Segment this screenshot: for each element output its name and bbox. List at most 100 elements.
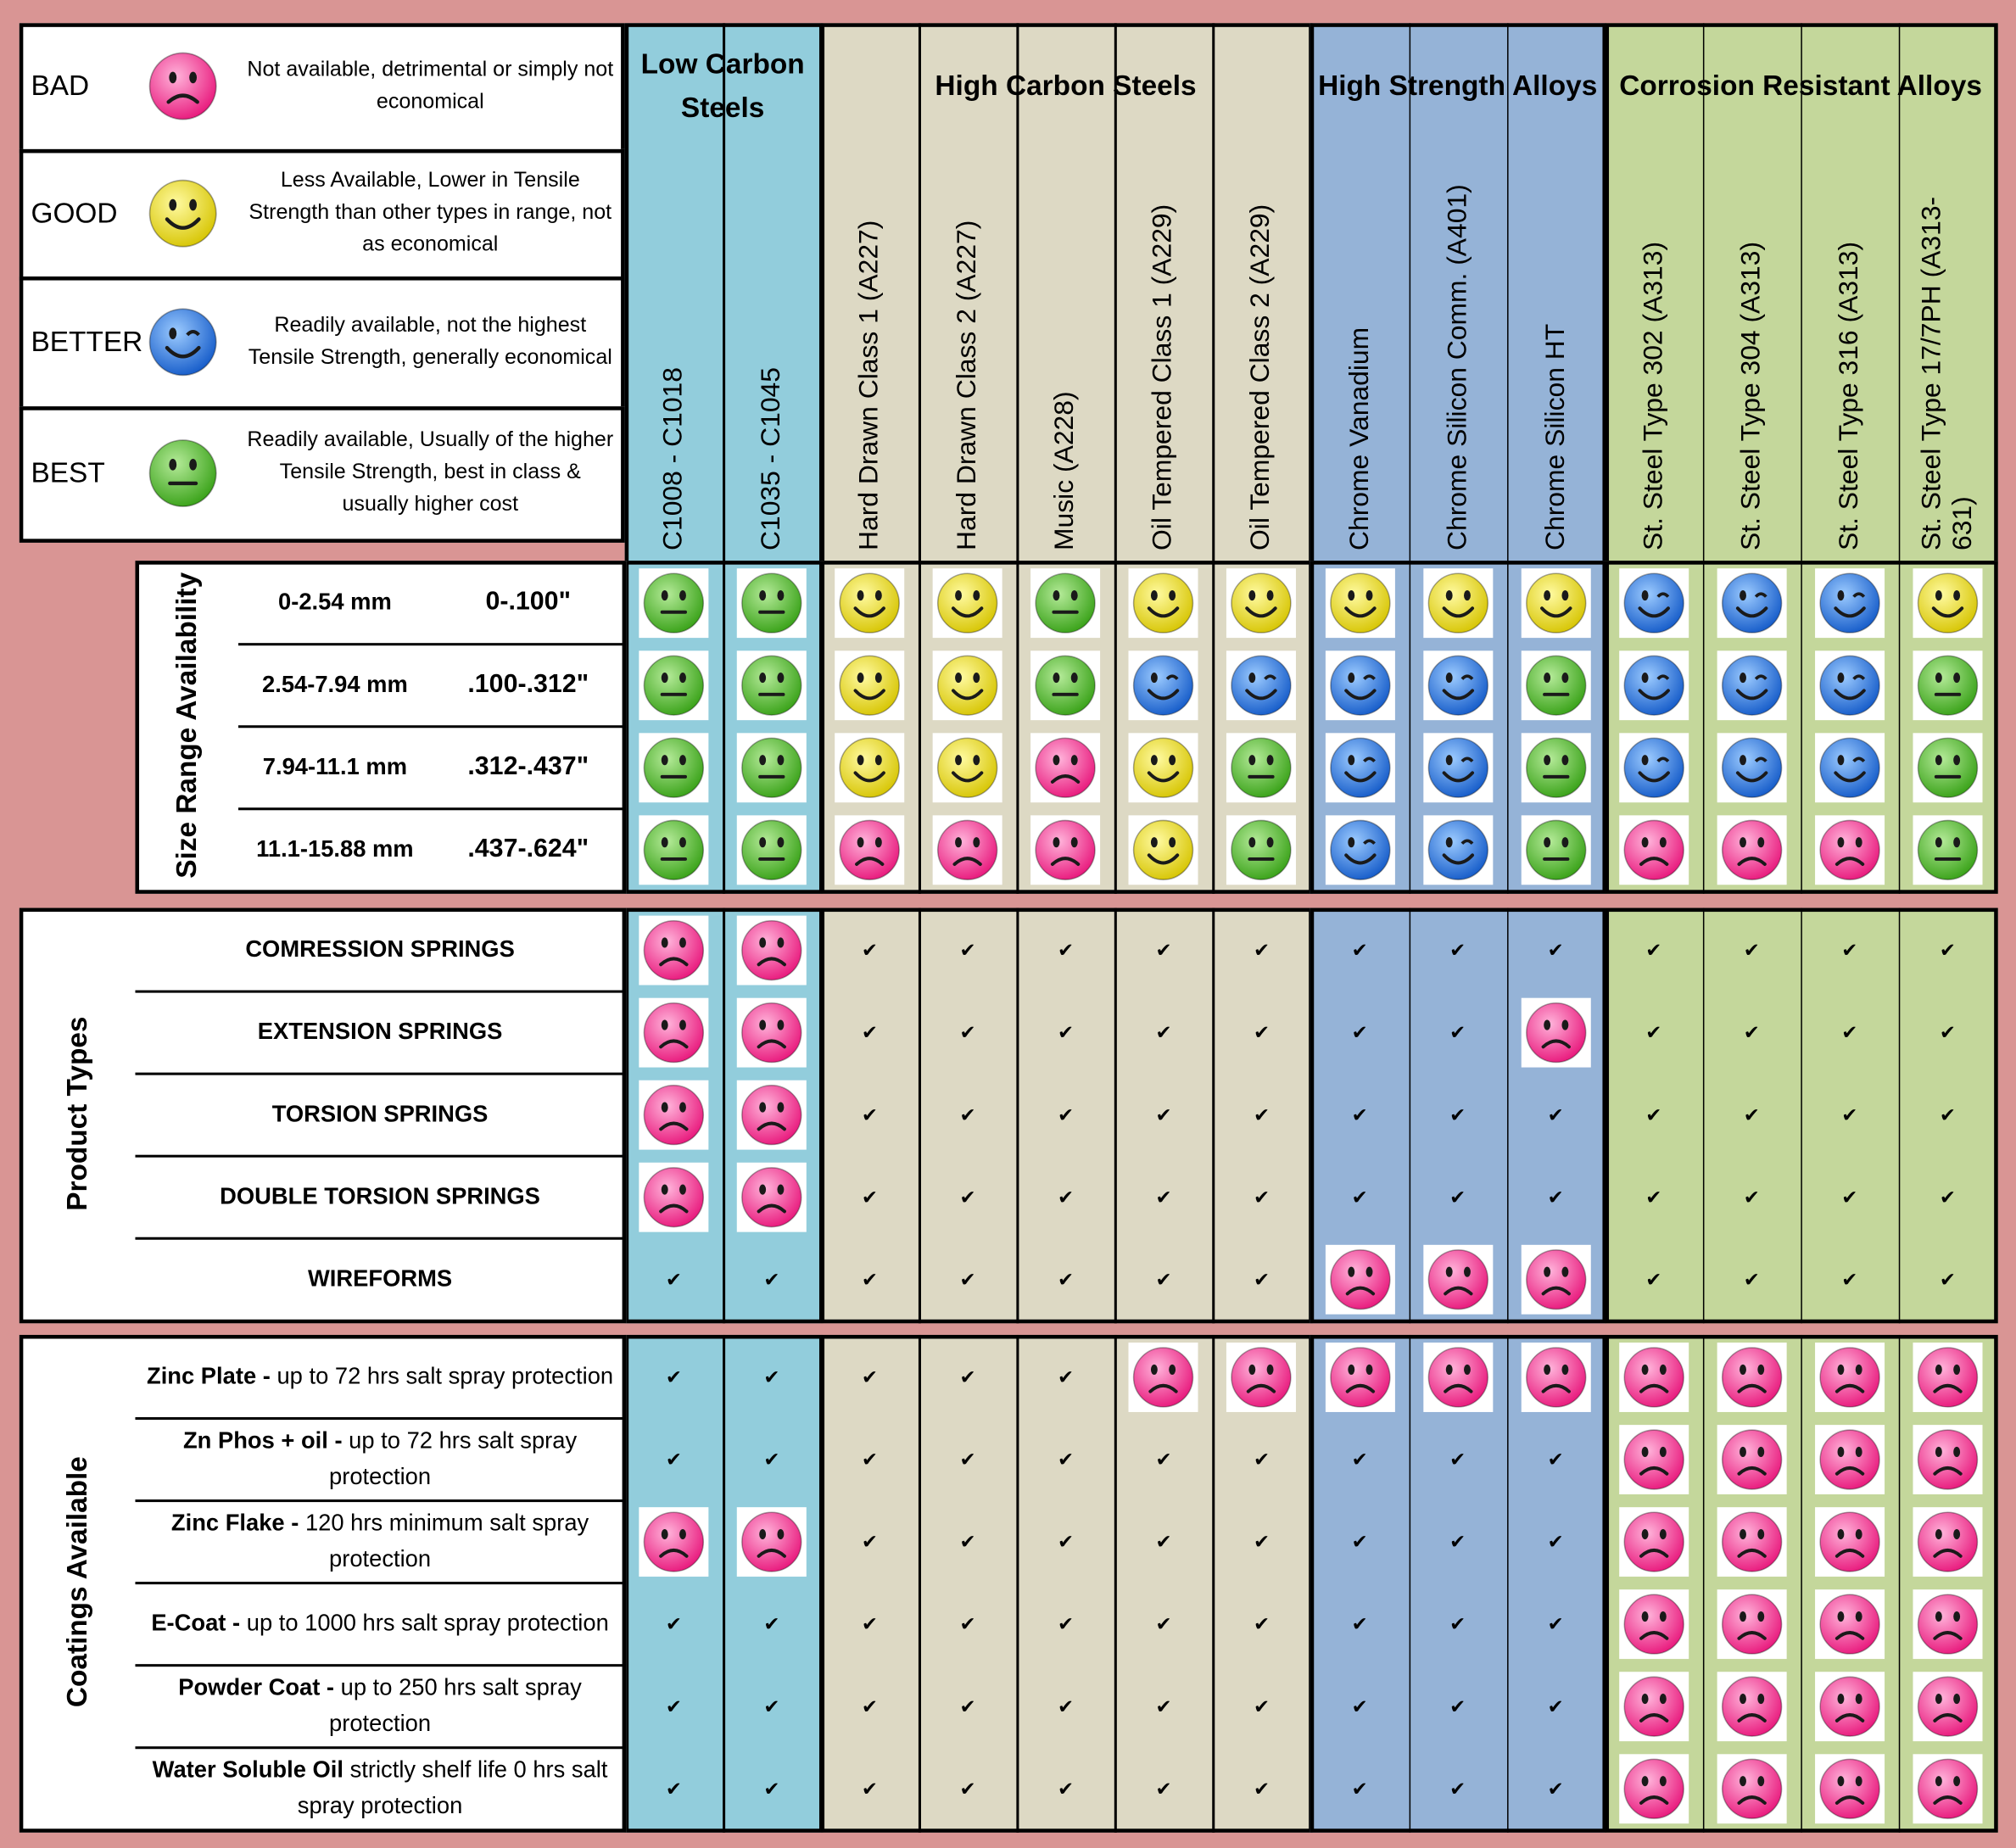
size-metric: 7.94-11.1 mm bbox=[262, 753, 408, 779]
eye bbox=[1249, 837, 1256, 848]
column-line bbox=[1408, 907, 1411, 1324]
check-mark: ✔ bbox=[1743, 938, 1760, 963]
face-icon bbox=[1623, 1676, 1684, 1737]
face-icon bbox=[1427, 819, 1488, 880]
check-mark: ✔ bbox=[959, 1694, 976, 1718]
coating-name: E-Coat - up to 1000 hrs salt spray prote… bbox=[135, 1582, 624, 1664]
mouth bbox=[1933, 1713, 1963, 1722]
face-icon bbox=[741, 1002, 802, 1064]
eye bbox=[1543, 837, 1550, 848]
face-icon bbox=[1231, 572, 1293, 634]
column-header: St. Steel Type 302 (A313) bbox=[1638, 241, 1668, 550]
column-header: Chrome Silicon Comm. (A401) bbox=[1442, 184, 1472, 550]
face-icon bbox=[643, 819, 705, 880]
column-line bbox=[1114, 907, 1117, 1324]
face bbox=[1721, 737, 1783, 798]
rating-face bbox=[736, 1080, 807, 1150]
face-icon bbox=[1133, 737, 1194, 798]
eye bbox=[1953, 1528, 1960, 1540]
legend-icon bbox=[144, 149, 221, 276]
legend-row bbox=[19, 23, 625, 154]
rating-face bbox=[1618, 1425, 1689, 1494]
face bbox=[643, 1511, 705, 1572]
eye bbox=[1935, 1776, 1942, 1787]
rating-face bbox=[1030, 733, 1101, 803]
face-icon bbox=[643, 1511, 705, 1572]
rating-face bbox=[736, 733, 807, 803]
face bbox=[643, 1002, 705, 1064]
eye bbox=[1837, 755, 1845, 766]
check-mark: ✔ bbox=[1449, 1103, 1466, 1127]
eye bbox=[1641, 1364, 1649, 1375]
rating-face bbox=[1618, 1589, 1689, 1660]
face-icon bbox=[1231, 737, 1293, 798]
column-header: St. Steel Type 316 (A313) bbox=[1834, 241, 1864, 550]
section-title: Product Types bbox=[60, 1016, 93, 1211]
face bbox=[1525, 1002, 1586, 1064]
mouth bbox=[1835, 1466, 1865, 1476]
face-icon bbox=[1329, 1249, 1390, 1310]
coating-name: Zinc Plate - up to 72 hrs salt spray pro… bbox=[135, 1335, 624, 1417]
eye bbox=[973, 755, 980, 766]
coating-text: Zn Phos + oil - up to 72 hrs salt spray … bbox=[143, 1422, 617, 1494]
rating-face bbox=[639, 815, 709, 885]
mouth bbox=[659, 1203, 689, 1214]
eye bbox=[1935, 755, 1942, 766]
eye bbox=[1543, 590, 1550, 601]
check-mark: ✔ bbox=[1449, 1186, 1466, 1209]
check-mark: ✔ bbox=[1841, 1268, 1858, 1292]
eye bbox=[1347, 755, 1354, 766]
eye bbox=[1754, 592, 1767, 598]
product-name: WIREFORMS bbox=[308, 1265, 453, 1292]
rating-face bbox=[1913, 1672, 1983, 1742]
column-line bbox=[1702, 1334, 1705, 1833]
rating-face bbox=[1717, 733, 1787, 803]
eye bbox=[1151, 837, 1159, 848]
rating-face bbox=[1618, 815, 1689, 885]
mouth bbox=[1835, 1383, 1865, 1393]
face-icon bbox=[1721, 1758, 1783, 1819]
face-icon bbox=[1721, 1594, 1783, 1655]
face bbox=[839, 737, 901, 798]
check-mark: ✔ bbox=[1351, 1103, 1368, 1127]
size-metric: 2.54-7.94 mm bbox=[262, 671, 408, 697]
size-imperial: .100-.312" bbox=[467, 670, 589, 699]
row-line bbox=[135, 1154, 625, 1157]
rating-face bbox=[639, 1162, 709, 1232]
face bbox=[937, 737, 998, 798]
eye bbox=[679, 1528, 686, 1540]
rating-face bbox=[1717, 1507, 1787, 1577]
face-icon bbox=[1917, 655, 1979, 716]
mouth bbox=[1933, 1383, 1963, 1393]
eye bbox=[1656, 674, 1669, 680]
mouth bbox=[659, 1121, 689, 1131]
face-icon bbox=[1035, 655, 1097, 716]
face bbox=[1035, 655, 1097, 716]
row-line bbox=[237, 725, 625, 728]
mouth bbox=[1442, 853, 1474, 865]
rating-face bbox=[639, 733, 709, 803]
face bbox=[1819, 1758, 1880, 1819]
eye bbox=[1561, 1364, 1568, 1375]
eye bbox=[1445, 755, 1453, 766]
mouth bbox=[1735, 689, 1768, 701]
column-line bbox=[1801, 561, 1803, 894]
eye bbox=[1169, 755, 1176, 766]
face bbox=[1917, 1347, 1979, 1408]
check-mark: ✔ bbox=[861, 1612, 879, 1636]
coating-type: Powder Coat - bbox=[178, 1674, 335, 1700]
mouth bbox=[1737, 1549, 1767, 1558]
rating-face bbox=[1717, 1343, 1787, 1412]
rating-face bbox=[1814, 733, 1885, 803]
face bbox=[1917, 1429, 1979, 1490]
eye bbox=[1953, 837, 1960, 848]
eye bbox=[1347, 1364, 1354, 1375]
mouth bbox=[1834, 606, 1866, 618]
face-icon bbox=[1525, 572, 1586, 634]
rating-face bbox=[639, 1080, 709, 1150]
face bbox=[1623, 1594, 1684, 1655]
eye bbox=[1852, 757, 1865, 762]
face bbox=[643, 655, 705, 716]
mouth bbox=[1931, 606, 1964, 618]
